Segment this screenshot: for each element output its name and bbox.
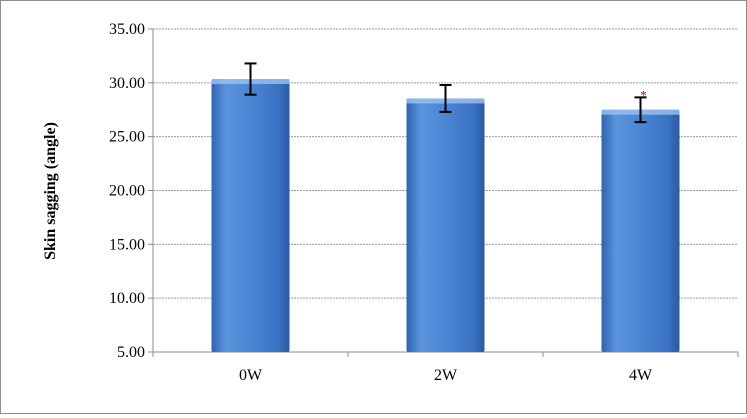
x-tick-label: 4W	[629, 367, 653, 384]
bar-4w	[601, 109, 680, 352]
labels: 5.00 10.00 15.00 20.00 25.00 30.00 35.00 0W 2W 4W…	[109, 21, 653, 384]
significance-marker: *	[640, 87, 647, 102]
y-tick-label: 20.00	[109, 183, 145, 200]
y-tick-label: 25.00	[109, 129, 145, 146]
y-axis-title: Skin sagging (angle)	[42, 122, 59, 260]
bar-2w	[406, 98, 485, 352]
y-tick-label: 15.00	[109, 236, 145, 253]
bars	[211, 62, 680, 352]
x-tick-label: 2W	[434, 367, 458, 384]
y-tick-label: 10.00	[109, 290, 145, 307]
y-tick-label: 35.00	[109, 21, 145, 38]
y-tick-label: 30.00	[109, 75, 145, 92]
x-tick-label: 0W	[239, 367, 263, 384]
bar-0w	[211, 79, 290, 352]
y-tick-label: 5.00	[117, 344, 145, 361]
